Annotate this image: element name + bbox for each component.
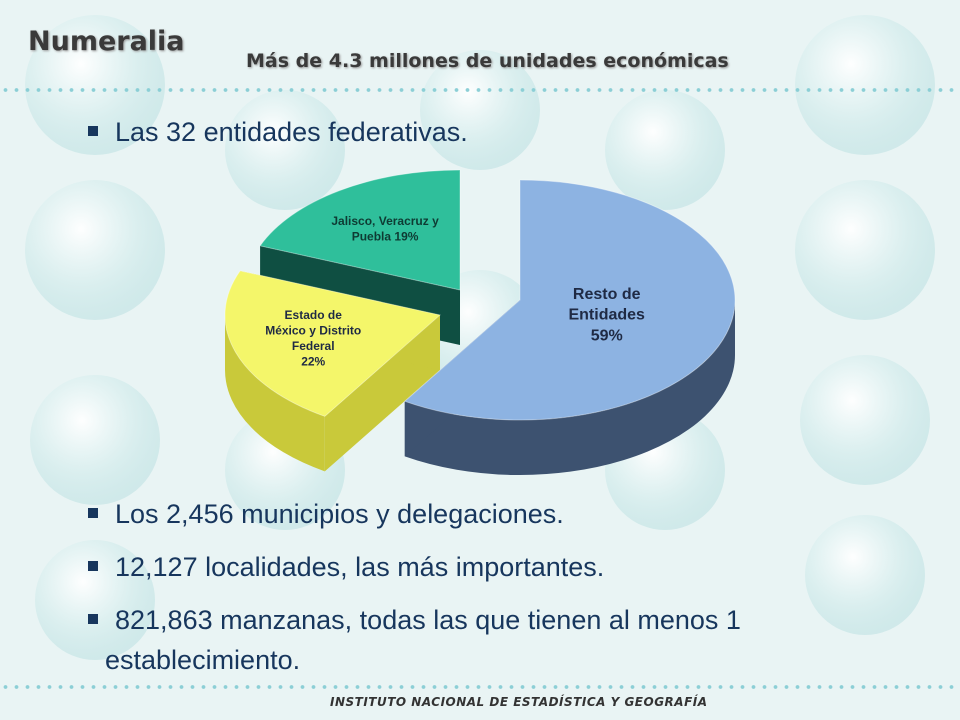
bullet-item: 12,127 localidades, las más importantes. (88, 547, 604, 587)
pie-label-line: Jalisco, Veracruz y (331, 214, 439, 228)
pie-label-line: 22% (301, 355, 325, 369)
pie-slice-resto-de-entidades-59: Resto de Entidades 59% (403, 179, 736, 475)
bullet-item: Las 32 entidades federativas. (88, 112, 468, 152)
square-bullet-icon (88, 560, 98, 571)
top-dotted-divider (0, 87, 960, 93)
slide-subtitle: Más de 4.3 millones de unidades económic… (246, 50, 729, 72)
square-bullet-icon (88, 507, 98, 518)
pie-slice-label: Jalisco, Veracruz y Puebla 19% (331, 214, 439, 244)
pie-slice-side (225, 315, 325, 472)
bottom-dotted-divider (0, 684, 960, 690)
slide-title: Numeralia (28, 26, 185, 57)
pie-slice-top (403, 179, 736, 421)
pie-slice-top (224, 270, 442, 417)
pie-label-line: Puebla 19% (352, 229, 419, 243)
pie-label-line: México y Distrito (265, 323, 361, 337)
pie-slice-label: Estado de México y Distrito Federal 22% (265, 308, 361, 369)
pie-label-line: Estado de (285, 308, 343, 322)
bullet-item: Los 2,456 municipios y delegaciones. (88, 494, 564, 534)
pie-label-line: Entidades (568, 307, 645, 324)
pie-label-line: Resto de (573, 286, 641, 303)
bullet-item-continuation: establecimiento. (105, 645, 301, 675)
pie-label-line: 59% (591, 327, 623, 344)
pie-label-line: Federal (292, 339, 335, 353)
square-bullet-icon (88, 613, 98, 624)
pie-chart: Jalisco, Veracruz y Puebla 19% Estado de Mé… (224, 169, 736, 475)
bullet-item: 821,863 manzanas, todas las que tienen a… (88, 600, 741, 640)
pie-slice-label: Resto de Entidades 59% (568, 286, 645, 345)
pie-slice-estado-de-m-xico-y-distrito-federal-22: Estado de México y Distrito Federal 22% (224, 270, 442, 472)
pie-slice-side (404, 300, 735, 475)
pie-slice-top (259, 169, 461, 291)
square-bullet-icon (88, 125, 98, 136)
institution-footer: INSTITUTO NACIONAL DE ESTADÍSTICA Y GEOG… (330, 695, 708, 709)
